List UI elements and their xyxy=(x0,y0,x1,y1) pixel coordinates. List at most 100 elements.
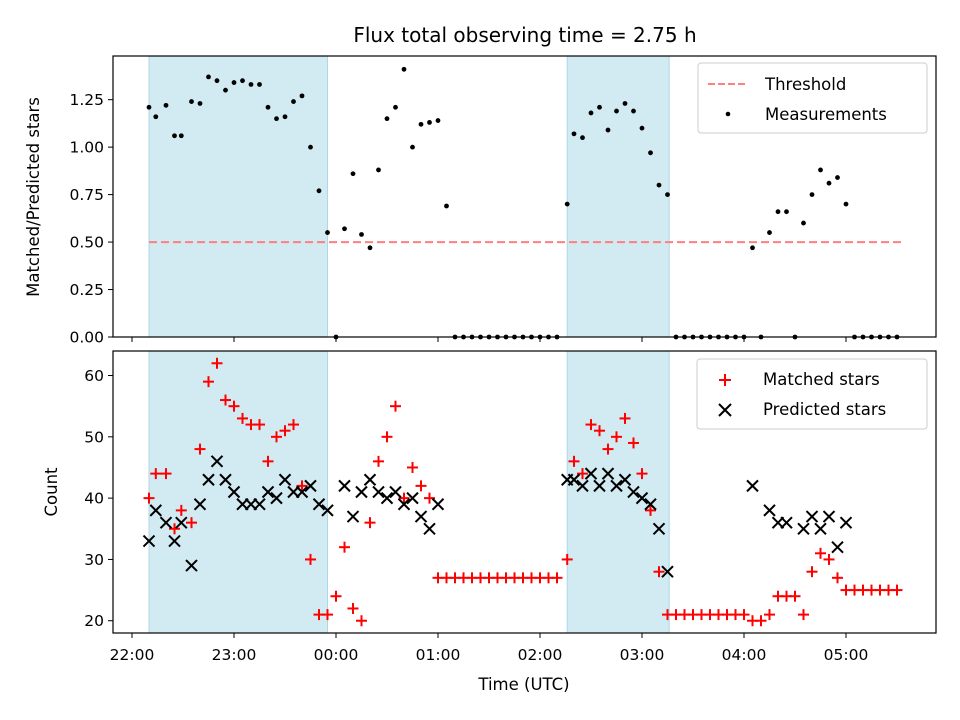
measurement-point xyxy=(384,116,390,122)
matched-star-point xyxy=(339,541,350,553)
predicted-star-point xyxy=(380,491,394,505)
matched-star-point xyxy=(755,615,767,627)
y-tick-label: 1.00 xyxy=(69,139,104,157)
matched-star-point xyxy=(832,572,843,584)
top-axes-frame xyxy=(112,55,937,338)
measurement-point xyxy=(648,150,653,156)
y-tick-label: 40 xyxy=(84,490,104,508)
matched-star-point xyxy=(254,419,265,431)
predicted-star-point xyxy=(210,455,224,468)
matched-star-point xyxy=(364,517,376,529)
matched-star-point xyxy=(645,504,656,516)
predicted-star-point xyxy=(644,498,657,511)
predicted-star-point xyxy=(346,510,360,523)
y-tick-label: 1.25 xyxy=(69,91,104,109)
predicted-star-point xyxy=(797,522,810,535)
measurement-point xyxy=(214,78,220,84)
predicted-star-point xyxy=(227,485,241,499)
matched-star-point xyxy=(561,553,573,565)
predicted-star-point xyxy=(814,522,827,535)
predicted-star-point xyxy=(321,504,334,517)
x-tick-label: 03:00 xyxy=(620,646,665,664)
matched-star-point xyxy=(262,455,274,467)
predicted-star-point xyxy=(278,473,292,486)
predicted-star-point xyxy=(822,510,836,523)
predicted-star-point xyxy=(406,491,419,505)
measurement-point xyxy=(809,192,815,198)
measurement-point xyxy=(580,135,585,141)
measurement-point xyxy=(172,133,177,139)
predicted-star-point xyxy=(763,504,776,517)
predicted-star-point xyxy=(584,467,598,480)
x-tick-label: 04:00 xyxy=(722,646,767,664)
predicted-star-point xyxy=(635,491,649,505)
matched-star-point xyxy=(628,437,639,449)
measurement-point xyxy=(350,171,356,177)
matched-star-point xyxy=(381,431,393,443)
predicted-star-point xyxy=(652,522,666,535)
measurement-point xyxy=(274,116,279,122)
matched-star-point xyxy=(424,492,435,504)
top-legend-box xyxy=(697,62,928,134)
matched-star-point xyxy=(347,602,359,614)
predicted-star-point xyxy=(261,485,275,499)
matched-star-point xyxy=(585,419,597,431)
measurement-point xyxy=(597,104,602,110)
y-tick-label: 0.50 xyxy=(69,234,104,252)
predicted-star-point xyxy=(372,485,385,499)
top-panel: 0.00 0.25 0.50 0.75 1.00 1.25 Matched/Predict… xyxy=(24,55,937,347)
matched-star-point xyxy=(288,419,299,431)
x-tick-label: 00:00 xyxy=(314,646,359,664)
x-tick-label: 01:00 xyxy=(416,646,461,664)
x-tick-label: 05:00 xyxy=(824,646,869,664)
measurement-point xyxy=(631,108,636,114)
top-legend: Threshold Measurements xyxy=(697,62,928,134)
matched-star-point xyxy=(175,504,187,516)
measurement-point xyxy=(265,104,271,110)
y-tick-label: 60 xyxy=(84,367,104,385)
predicted-stars-series xyxy=(142,455,853,578)
measurement-point xyxy=(189,99,194,104)
measurement-point xyxy=(248,82,254,87)
matched-legend-swatch xyxy=(719,374,731,386)
matched-star-point xyxy=(279,425,291,437)
predicted-star-point xyxy=(610,479,623,493)
measurement-point xyxy=(316,188,322,194)
predicted-star-point xyxy=(202,473,215,486)
measurement-point xyxy=(299,93,305,99)
matched-star-point xyxy=(602,443,614,455)
matched-star-point xyxy=(806,566,818,578)
matched-star-point xyxy=(143,492,155,504)
matched-star-point xyxy=(415,480,427,492)
measurement-point xyxy=(342,226,347,232)
matched-star-point xyxy=(798,609,809,621)
matched-star-point xyxy=(373,455,384,467)
measurement-point xyxy=(418,121,424,127)
predicted-star-point xyxy=(567,473,581,486)
predicted-star-point xyxy=(355,485,368,499)
matched-star-point xyxy=(322,609,333,621)
measurement-point xyxy=(410,144,415,150)
matched-star-point xyxy=(330,590,342,602)
matched-star-point xyxy=(305,553,316,565)
measurement-point xyxy=(564,201,570,207)
matched-star-point xyxy=(160,468,172,480)
matched-star-point xyxy=(823,553,835,565)
measurement-point xyxy=(257,82,262,87)
matched-star-point xyxy=(356,615,367,627)
legend-predicted-stars: Predicted stars xyxy=(763,400,886,419)
top-y-axis-label: Matched/Predicted stars xyxy=(24,97,43,297)
measurement-point xyxy=(197,101,203,106)
predicted-star-point xyxy=(270,491,283,505)
matched-star-point xyxy=(220,394,231,406)
bottom-shaded-regions xyxy=(148,350,670,634)
measurement-point xyxy=(775,209,781,215)
shaded-interval xyxy=(566,55,670,338)
predicted-star-point xyxy=(304,479,317,493)
measurement-point xyxy=(435,118,441,123)
measurement-point xyxy=(223,87,228,93)
measurement-point xyxy=(401,66,407,72)
measurement-point xyxy=(376,167,381,173)
measurement-point xyxy=(835,175,840,180)
measurement-point xyxy=(605,127,611,133)
